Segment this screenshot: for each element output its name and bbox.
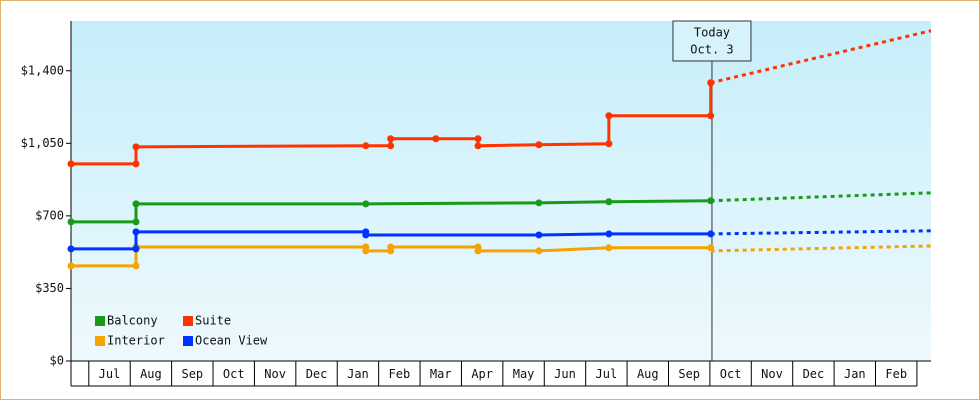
x-tick-label: Mar	[430, 367, 452, 381]
price-point	[67, 245, 75, 253]
x-tick-label: Aug	[140, 367, 162, 381]
price-point	[132, 218, 140, 226]
price-point	[707, 112, 715, 120]
y-tick-label: $0	[50, 354, 64, 368]
price-point	[605, 230, 613, 238]
price-point	[535, 199, 543, 207]
legend-swatch	[95, 336, 105, 346]
x-tick-label: Apr	[471, 367, 493, 381]
price-point	[707, 197, 715, 205]
legend-label: Interior	[107, 334, 165, 348]
x-tick-label: Sep	[678, 367, 700, 381]
price-point	[362, 231, 370, 239]
price-point	[605, 112, 613, 120]
x-tick-label: Jun	[554, 367, 576, 381]
price-point	[605, 244, 613, 252]
price-line	[71, 82, 713, 166]
price-point	[132, 200, 140, 208]
price-point	[132, 143, 140, 151]
x-tick-label: Jul	[99, 367, 121, 381]
price-point	[707, 244, 715, 252]
x-tick-label: Oct	[720, 367, 742, 381]
legend-swatch	[183, 316, 193, 326]
x-tick-label: Nov	[264, 367, 286, 381]
legend-label: Suite	[195, 314, 231, 328]
price-point	[707, 79, 715, 87]
price-point	[535, 231, 543, 239]
x-tick-label: May	[513, 367, 535, 381]
legend-label: Balcony	[107, 314, 158, 328]
month-row	[71, 361, 931, 386]
today-box	[672, 20, 752, 62]
price-point	[535, 247, 543, 255]
price-point	[605, 198, 613, 206]
x-tick-label: Feb	[389, 367, 411, 381]
legend-swatch	[183, 336, 193, 346]
x-tick-label: Nov	[761, 367, 783, 381]
price-point	[362, 200, 370, 208]
price-point	[362, 247, 370, 255]
price-point	[67, 262, 75, 270]
price-point	[132, 160, 140, 168]
price-point	[474, 142, 482, 150]
price-point	[132, 262, 140, 270]
price-point	[474, 135, 482, 143]
price-point	[387, 243, 395, 251]
price-point	[707, 230, 715, 238]
price-point	[362, 142, 370, 150]
x-tick-label: Feb	[885, 367, 907, 381]
x-tick-label: Dec	[306, 367, 328, 381]
x-tick-label: Jul	[596, 367, 618, 381]
plot-area	[71, 21, 931, 361]
y-tick-label: $700	[35, 208, 64, 222]
price-point	[432, 135, 440, 143]
today-label: Oct. 3	[690, 43, 733, 57]
price-point	[535, 141, 543, 149]
price-point	[387, 135, 395, 143]
x-tick-label: Oct	[223, 367, 245, 381]
x-tick-label: Jan	[844, 367, 866, 381]
price-point	[132, 245, 140, 253]
legend-label: Ocean View	[195, 334, 268, 348]
price-point	[474, 247, 482, 255]
x-tick-label: Jan	[347, 367, 369, 381]
x-tick-label: Aug	[637, 367, 659, 381]
price-point	[605, 140, 613, 148]
y-tick-label: $350	[35, 281, 64, 295]
today-label: Today	[694, 26, 730, 40]
price-point	[132, 228, 140, 236]
price-point	[67, 218, 75, 226]
y-tick-label: $1,050	[21, 136, 64, 150]
y-tick-label: $1,400	[21, 63, 64, 77]
x-tick-label: Sep	[181, 367, 203, 381]
forecast-line	[710, 29, 932, 85]
price-point	[387, 142, 395, 150]
price-point	[67, 160, 75, 168]
x-tick-label: Dec	[803, 367, 825, 381]
legend-swatch	[95, 316, 105, 326]
